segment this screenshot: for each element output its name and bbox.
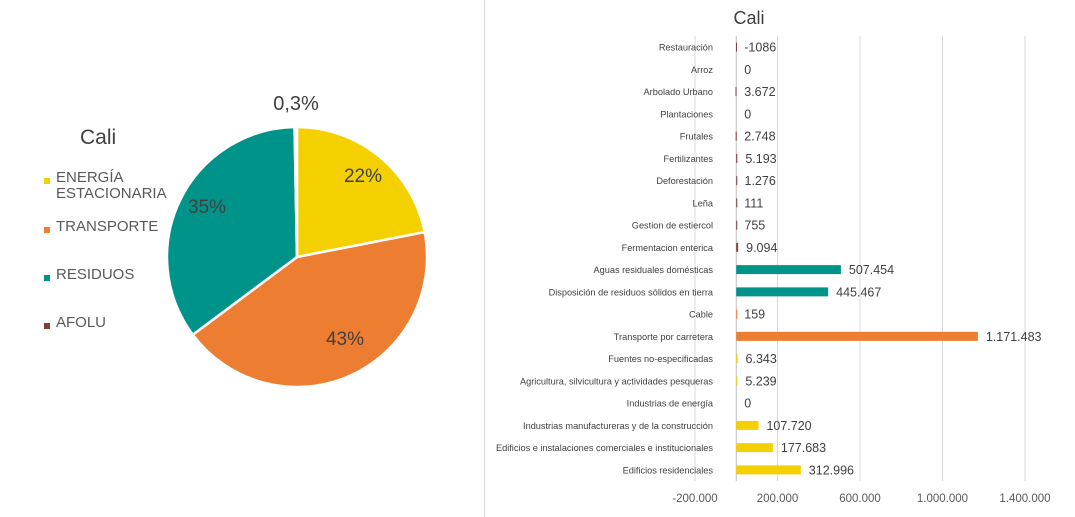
bar-chart-panel: Cali -200.000 200.000 600.000 1.000.000 1.40… [485,0,1075,517]
y-category-label-14: Transporte por carretera [614,332,714,342]
y-category-label-10: Fermentacion enterica [622,243,714,253]
y-category-label-3: Arbolado Urbano [644,87,713,97]
bar-15 [736,354,738,364]
legend-item-afolu: AFOLU [44,315,166,331]
bar-value-label-13: 159 [744,308,765,322]
bar-value-label-3: 3.672 [744,85,775,99]
bar-chart: Cali -200.000 200.000 600.000 1.000.000 1.40… [496,8,1051,505]
bar-value-label-10: 9.094 [746,241,777,255]
y-category-label-8: Leña [693,198,714,208]
bar-12 [736,287,829,297]
bar-value-label-9: 755 [744,219,765,233]
y-category-label-11: Aguas residuales domésticas [593,265,713,275]
legend-swatch-transporte [44,227,50,233]
pie-chart-title: Cali [80,126,117,149]
bar-value-label-20: 312.996 [809,463,854,477]
y-category-label-5: Frutales [680,132,714,142]
bar-6 [736,153,738,163]
bar-16 [736,376,738,386]
pie-slice-3 [165,125,299,337]
y-category-label-18: Industrias manufactureras y de la constr… [523,421,713,431]
y-category-label-1: Restauración [659,43,713,53]
x-tick-label-5: 1.400.000 [999,493,1050,505]
bar-value-label-4: 0 [744,107,751,121]
y-category-label-7: Deforestación [656,176,713,186]
bar-value-label-16: 5.239 [745,374,776,388]
pie-slice-label-2: 43% [326,329,364,350]
x-tick-label-4: 1.000.000 [917,493,968,505]
pie-slice-label-1: 22% [344,166,382,187]
y-category-label-12: Disposición de residuos sólidos en tierr… [549,287,714,297]
pie-slice-4 [293,125,299,258]
bar-value-label-17: 0 [744,397,751,411]
bar-value-label-14: 1.171.483 [986,330,1042,344]
legend-item-residuos: RESIDUOS [44,267,166,283]
legend-label-energia: ENERGÍA ESTACIONARIA [56,169,167,202]
x-tick-label-1: -200.000 [672,493,717,505]
bar-10 [736,242,739,252]
y-category-label-2: Arroz [691,65,713,75]
bar-3 [735,87,737,97]
bar-value-label-18: 107.720 [766,419,811,433]
pie-slice-label-4: 0,3% [273,93,319,115]
pie-slice-1 [295,125,427,259]
legend-label-residuos: RESIDUOS [56,266,135,283]
bar-9 [736,220,738,230]
legend-swatch-energia [44,178,50,184]
pie-slice-label-3: 35% [188,197,226,218]
y-category-label-16: Agricultura, silvicultura y actividades … [520,376,713,386]
legend-label-afolu: AFOLU [56,314,107,331]
bar-value-label-1: -1086 [744,41,776,55]
y-category-label-15: Fuentes no-especificadas [608,354,713,364]
bar-7 [736,176,738,186]
pie-chart-panel: Cali ENERGÍA ESTACIONARIA TRANSPORTE RES… [0,0,484,517]
bar-8 [736,198,738,208]
bar-18 [736,420,759,430]
bar-value-label-19: 177.683 [781,441,826,455]
pie-chart: 22% 43% 35% 0,3% [165,93,429,389]
legend-swatch-residuos [44,275,50,281]
bar-value-label-2: 0 [744,63,751,77]
bar-5 [735,131,737,141]
legend-item-transporte: TRANSPORTE [44,219,166,235]
bar-value-label-8: 111 [744,196,763,210]
legend-swatch-afolu [44,323,50,329]
bar-value-label-15: 6.343 [746,352,777,366]
y-category-label-9: Gestion de estiercol [632,221,713,231]
bar-20 [736,465,801,475]
x-tick-label-2: 200.000 [757,493,799,505]
bar-chart-title: Cali [733,8,764,28]
legend-item-energia: ENERGÍA ESTACIONARIA [44,169,167,202]
x-tick-label-3: 600.000 [839,493,881,505]
bar-value-label-5: 2.748 [744,130,775,144]
bar-value-label-6: 5.193 [745,152,776,166]
legend-label-transporte: TRANSPORTE [56,218,159,235]
bar-value-label-7: 1.276 [745,174,776,188]
bar-value-label-12: 445.467 [836,285,881,299]
panel-divider [484,0,485,517]
y-category-label-19: Edificios e instalaciones comerciales e … [496,443,713,453]
y-category-label-20: Edificios residenciales [623,465,714,475]
bar-13 [736,309,738,319]
y-category-label-6: Fertilizantes [663,154,713,164]
y-category-label-13: Cable [689,310,713,320]
y-category-label-17: Industrias de energía [627,399,714,409]
bar-1 [736,42,738,52]
y-category-label-4: Plantaciones [660,109,713,119]
bar-14 [736,331,978,341]
pie-slice-2 [191,230,429,389]
bar-value-label-11: 507.454 [849,263,894,277]
bar-19 [736,443,773,453]
bar-11 [736,265,841,275]
